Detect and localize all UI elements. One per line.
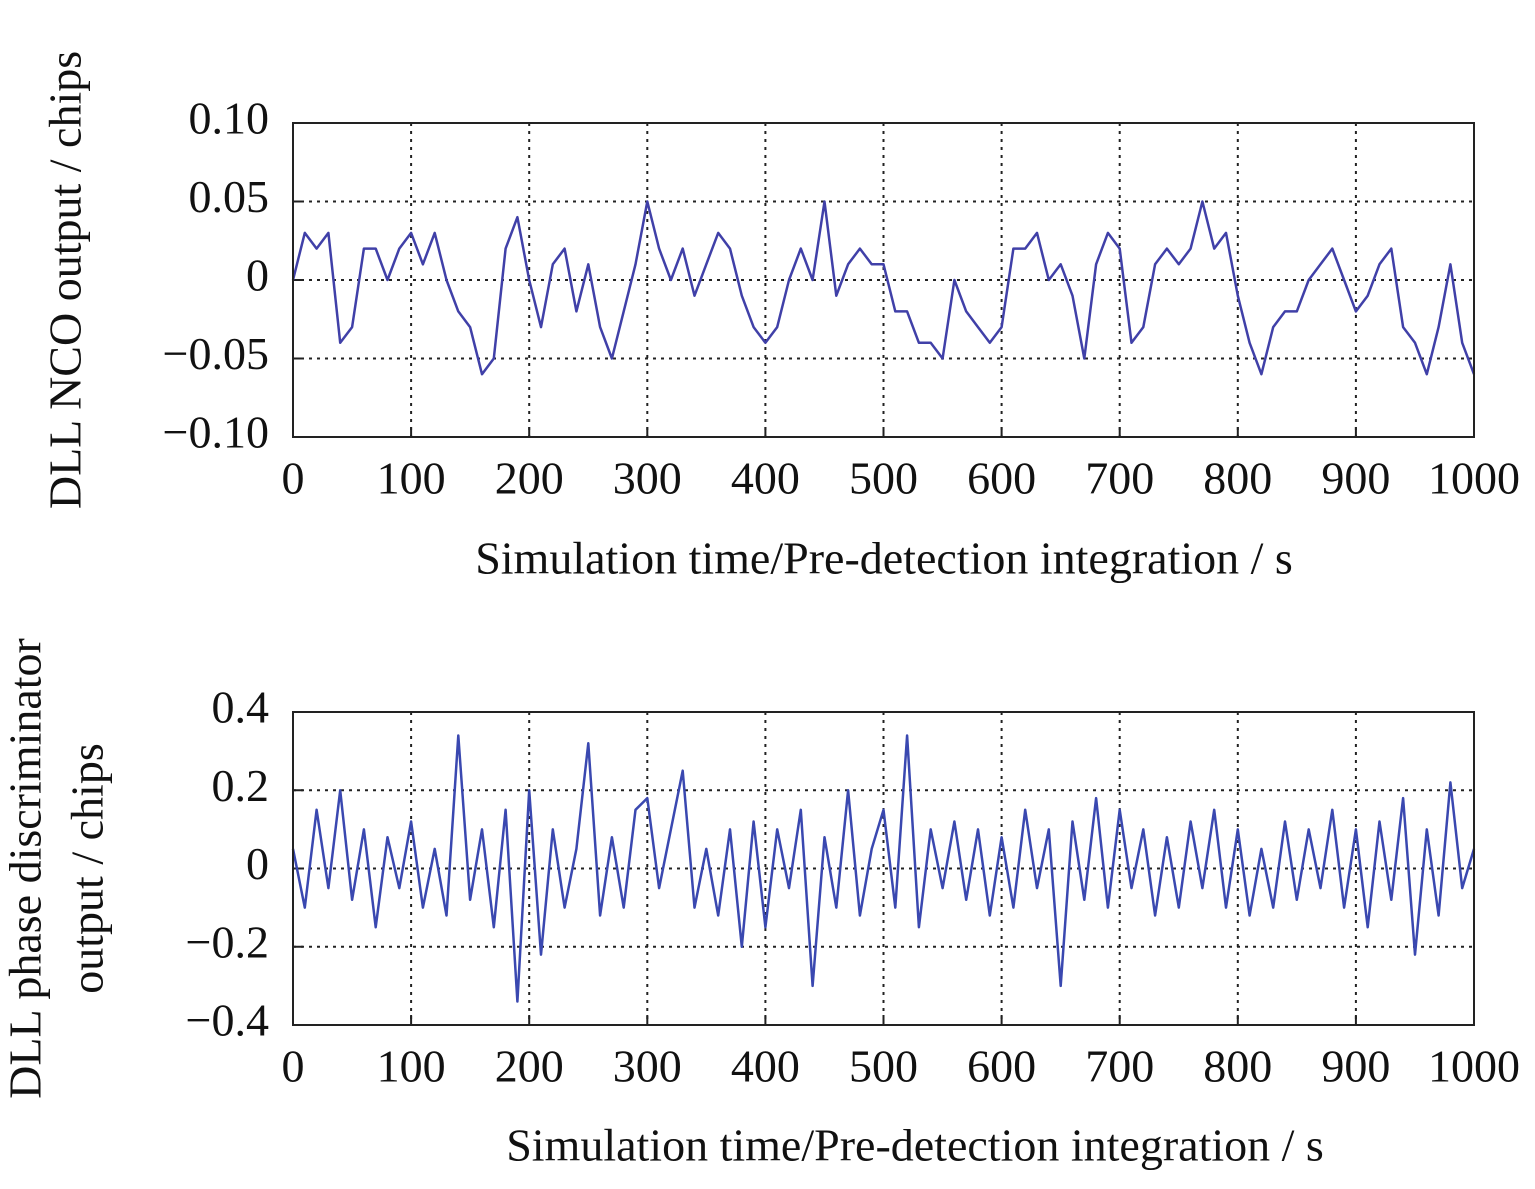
- x-tick-label: 0: [282, 453, 305, 504]
- data-line: [291, 200, 1476, 376]
- x-tick-label: 1000: [1428, 453, 1520, 504]
- x-tick-label: 400: [731, 1041, 800, 1092]
- x-tick-label: 800: [1203, 1041, 1272, 1092]
- x-tick-label: 500: [849, 1041, 918, 1092]
- x-tick-label: 1000: [1428, 1041, 1520, 1092]
- x-tick-label: 100: [377, 453, 446, 504]
- x-axis-label: Simulation time/Pre-detection integratio…: [475, 533, 1293, 584]
- x-tick-label: 700: [1085, 453, 1154, 504]
- x-tick-label: 700: [1085, 1041, 1154, 1092]
- y-tick-label: −0.10: [163, 407, 269, 458]
- x-tick-label: 200: [495, 1041, 564, 1092]
- x-tick-label: 0: [282, 1041, 305, 1092]
- y-axis-label: DLL NCO output / chips: [40, 51, 91, 509]
- x-tick-label: 900: [1321, 453, 1390, 504]
- y-axis-label: output / chips: [62, 743, 113, 993]
- y-tick-label: 0.05: [189, 171, 270, 222]
- y-tick-label: 0: [246, 250, 269, 301]
- y-tick-label: −0.4: [186, 995, 269, 1046]
- plot-frame: [292, 711, 1475, 1026]
- y-tick-label: 0.4: [212, 682, 270, 733]
- y-tick-label: −0.2: [186, 916, 269, 967]
- y-axis-label: DLL phase discriminator: [0, 638, 51, 1099]
- x-tick-label: 900: [1321, 1041, 1390, 1092]
- x-tick-label: 300: [613, 1041, 682, 1092]
- x-tick-label: 500: [849, 453, 918, 504]
- y-tick-label: 0: [246, 838, 269, 889]
- x-tick-label: 800: [1203, 453, 1272, 504]
- x-tick-label: 400: [731, 453, 800, 504]
- x-tick-label: 200: [495, 453, 564, 504]
- x-tick-label: 600: [967, 1041, 1036, 1092]
- data-line: [291, 734, 1476, 1003]
- x-tick-label: 300: [613, 453, 682, 504]
- x-tick-label: 600: [967, 453, 1036, 504]
- x-axis-label: Simulation time/Pre-detection integratio…: [506, 1120, 1324, 1171]
- y-tick-label: −0.05: [163, 328, 269, 379]
- y-tick-label: 0.10: [189, 93, 270, 144]
- x-tick-label: 100: [377, 1041, 446, 1092]
- plot-frame: [292, 122, 1475, 438]
- y-tick-label: 0.2: [212, 760, 270, 811]
